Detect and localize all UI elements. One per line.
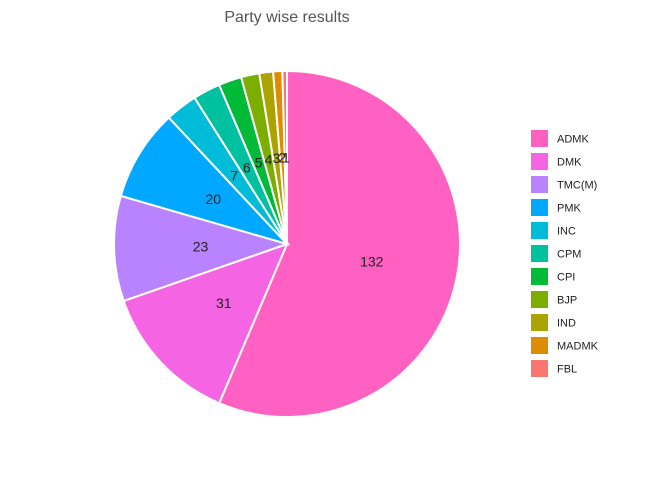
legend-swatch	[531, 291, 548, 308]
legend-swatch	[531, 360, 548, 377]
legend-label: ADMK	[557, 134, 589, 146]
legend: ADMK DMK TMC(M) PMK INC CPM CPI BJP IND MADMK FBL	[531, 130, 599, 377]
legend-swatch	[531, 337, 548, 354]
legend-swatch	[531, 176, 548, 193]
slice-value-label: 6	[243, 159, 251, 175]
legend-swatch	[531, 268, 548, 285]
pie-slice-fbl	[281, 69, 288, 245]
slice-value-label: 7	[230, 168, 238, 184]
slice-value-label: 4	[265, 151, 273, 167]
legend-label: INC	[557, 226, 576, 238]
slice-value-label: 1	[282, 150, 290, 166]
slice-value-label: 31	[216, 295, 232, 311]
slice-value-label: 20	[205, 191, 221, 207]
pie-slice-tmc-m-	[113, 194, 291, 303]
pie-slice-pmk	[119, 116, 291, 246]
slice-labels: 132 31 23 20 76 5 4 321	[193, 150, 384, 312]
legend-label: BJP	[557, 295, 577, 307]
chart-title: Party wise results	[224, 9, 349, 26]
legend-label: CPI	[557, 272, 575, 284]
slice-value-label: 5	[255, 154, 263, 170]
legend-label: TMC(M)	[557, 180, 597, 192]
legend-swatch	[531, 199, 548, 216]
legend-label: IND	[557, 318, 576, 330]
slice-value-label: 2	[278, 150, 286, 166]
slice-value-label: 132	[360, 253, 384, 269]
legend-swatch	[531, 130, 548, 147]
legend-swatch	[531, 222, 548, 239]
legend-swatch	[531, 153, 548, 170]
slice-value-label: 23	[193, 238, 209, 254]
legend-swatch	[531, 245, 548, 262]
slice-value-label: 3	[273, 150, 281, 166]
pie-slice-dmk	[122, 242, 289, 405]
legend-label: FBL	[557, 364, 577, 376]
legend-label: MADMK	[557, 341, 599, 353]
legend-swatch	[531, 314, 548, 331]
legend-label: CPM	[557, 249, 581, 261]
legend-label: PMK	[557, 203, 582, 215]
legend-label: DMK	[557, 157, 582, 169]
pie-slices	[113, 69, 461, 418]
pie-slice-admk	[217, 69, 461, 418]
